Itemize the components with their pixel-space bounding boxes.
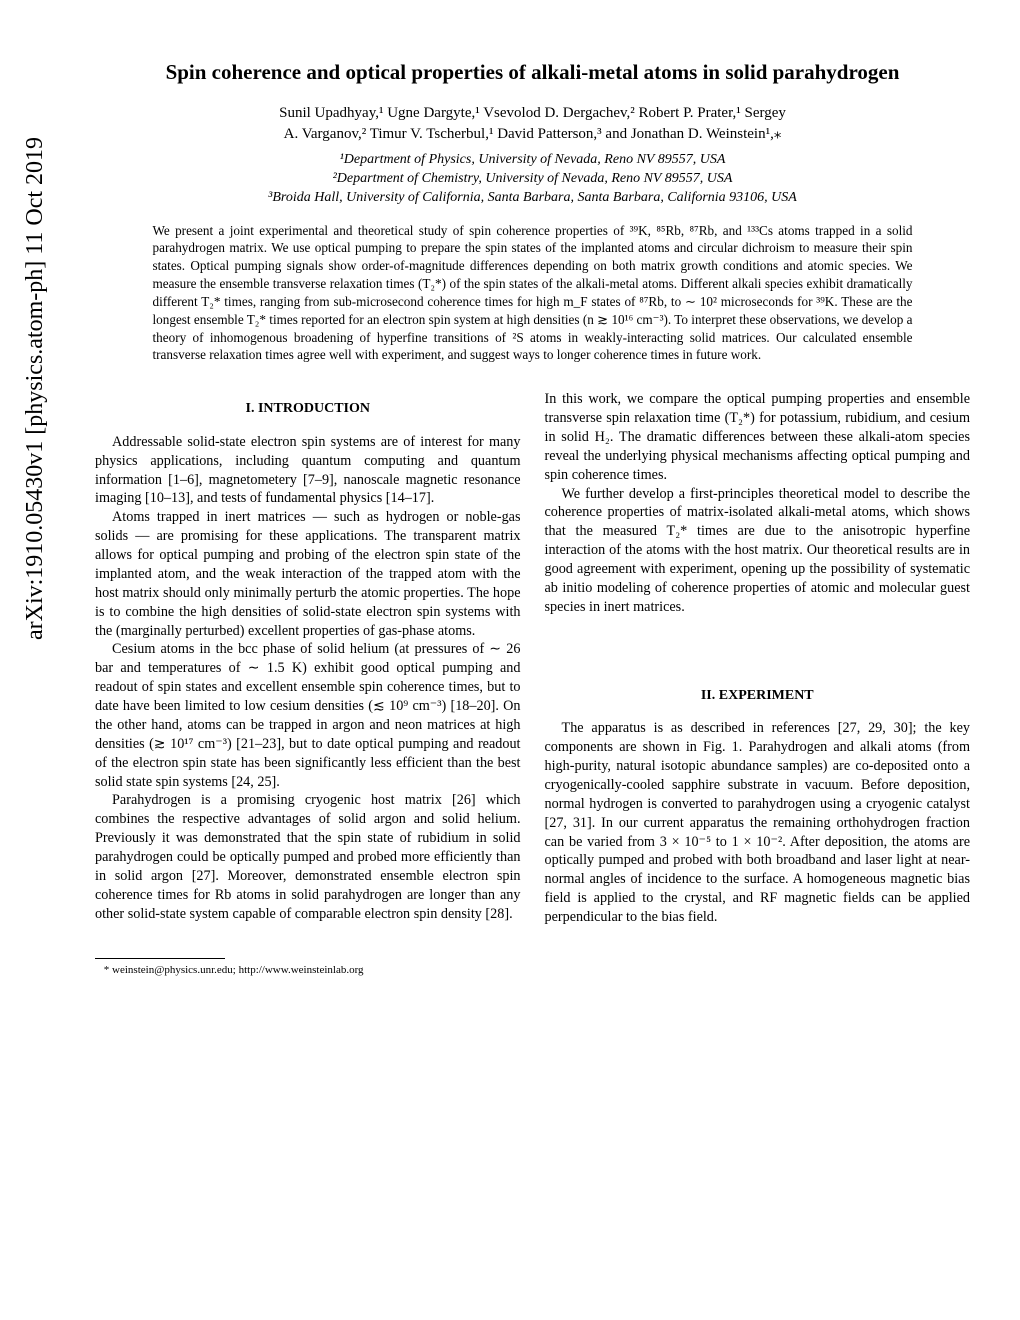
corresponding-footnote: * weinstein@physics.unr.edu; http://www.… bbox=[95, 963, 521, 978]
page-content: Spin coherence and optical properties of… bbox=[95, 60, 970, 977]
authors: Sunil Upadhyay,¹ Ugne Dargyte,¹ Vsevolod… bbox=[95, 103, 970, 145]
section-1-heading: I. INTRODUCTION bbox=[95, 400, 521, 419]
affiliation-1: ¹Department of Physics, University of Ne… bbox=[340, 152, 726, 167]
authors-line-2: A. Varganov,² Timur V. Tscherbul,¹ David… bbox=[284, 126, 782, 142]
arxiv-identifier: arXiv:1910.05430v1 [physics.atom-ph] 11 … bbox=[22, 137, 49, 640]
abstract: We present a joint experimental and theo… bbox=[153, 222, 913, 365]
body-columns: I. INTRODUCTION Addressable solid-state … bbox=[95, 390, 970, 977]
intro-paragraph-1: Addressable solid-state electron spin sy… bbox=[95, 433, 521, 509]
paper-title: Spin coherence and optical properties of… bbox=[95, 60, 970, 85]
affiliations: ¹Department of Physics, University of Ne… bbox=[95, 151, 970, 208]
section-2-heading: II. EXPERIMENT bbox=[545, 687, 971, 706]
intro-right-paragraph-2: We further develop a first-principles th… bbox=[545, 485, 971, 617]
affiliation-3: ³Broida Hall, University of California, … bbox=[268, 190, 797, 205]
footnote-rule bbox=[95, 958, 225, 959]
intro-paragraph-3: Cesium atoms in the bcc phase of solid h… bbox=[95, 640, 521, 791]
authors-line-1: Sunil Upadhyay,¹ Ugne Dargyte,¹ Vsevolod… bbox=[279, 105, 786, 121]
intro-right-paragraph-1: In this work, we compare the optical pum… bbox=[545, 390, 971, 484]
affiliation-2: ²Department of Chemistry, University of … bbox=[333, 171, 733, 186]
experiment-paragraph-1: The apparatus is as described in referen… bbox=[545, 719, 971, 927]
intro-paragraph-2: Atoms trapped in inert matrices — such a… bbox=[95, 508, 521, 640]
intro-paragraph-4: Parahydrogen is a promising cryogenic ho… bbox=[95, 791, 521, 923]
